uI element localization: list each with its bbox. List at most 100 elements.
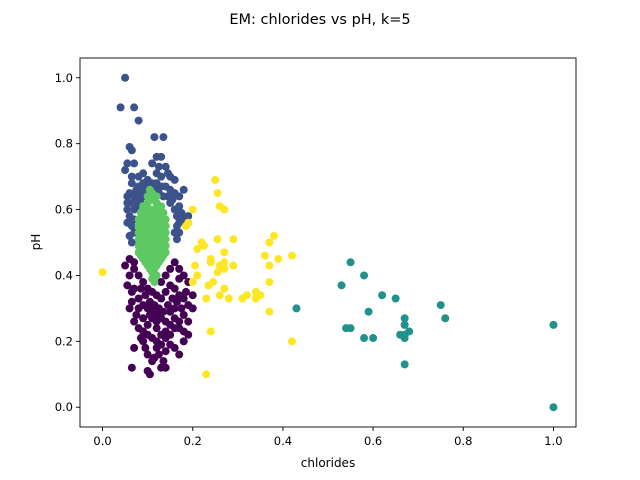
scatter-point-cluster_4-45	[193, 271, 202, 280]
scatter-point-cluster_0-2	[130, 264, 139, 273]
scatter-point-cluster_0-45	[127, 363, 136, 372]
scatter-point-cluster_1-5	[159, 133, 168, 142]
scatter-point-cluster_2-13	[360, 334, 369, 343]
scatter-point-cluster_2-20	[549, 403, 558, 412]
scatter-point-cluster_4-3	[188, 205, 197, 214]
scatter-point-cluster_0-41	[152, 343, 161, 352]
scatter-point-cluster_3-113	[145, 185, 154, 194]
scatter-point-cluster_1-52	[175, 218, 184, 227]
scatter-point-cluster_2-8	[400, 320, 409, 329]
scatter-point-cluster_2-7	[346, 324, 355, 333]
scatter-point-cluster_2-4	[391, 294, 400, 303]
scatter-point-cluster_0-84	[134, 304, 143, 313]
scatter-point-cluster_4-11	[193, 245, 202, 254]
scatter-point-cluster_2-2	[337, 281, 346, 290]
scatter-point-cluster_1-9	[130, 159, 139, 168]
scatter-point-cluster_0-96	[184, 330, 193, 339]
scatter-point-cluster_0-65	[130, 258, 139, 267]
scatter-point-cluster_0-72	[163, 301, 172, 310]
scatter-point-cluster_1-75	[123, 198, 132, 207]
scatter-point-cluster_0-38	[127, 297, 136, 306]
scatter-point-cluster_4-40	[206, 327, 215, 336]
y-tick-label: 0.0	[55, 400, 73, 414]
scatter-point-cluster_1-33	[175, 192, 184, 201]
x-tick-label: 1.0	[544, 434, 562, 448]
scatter-point-cluster_0-77	[166, 320, 175, 329]
scatter-point-cluster_0-49	[161, 363, 170, 372]
scatter-point-cluster_0-95	[179, 337, 188, 346]
y-tick-label: 0.8	[55, 137, 73, 151]
scatter-point-cluster_1-14	[157, 152, 166, 161]
scatter-point-cluster_4-19	[220, 258, 229, 267]
points-layer	[98, 73, 558, 412]
scatter-point-cluster_0-54	[161, 271, 170, 280]
scatter-point-cluster_1-76	[132, 185, 141, 194]
scatter-point-cluster_0-3	[134, 271, 143, 280]
scatter-point-cluster_0-4	[139, 278, 148, 287]
scatter-point-cluster_1-4	[150, 133, 159, 142]
scatter-point-cluster_1-67	[152, 169, 161, 178]
scatter-point-cluster_1-1	[116, 103, 125, 112]
scatter-point-cluster_1-7	[127, 146, 136, 155]
scatter-point-cluster_4-39	[265, 307, 274, 316]
scatter-point-cluster_1-71	[127, 238, 136, 247]
scatter-point-cluster_0-74	[172, 297, 181, 306]
scatter-point-cluster_0-47	[145, 370, 154, 379]
scatter-point-cluster_0-13	[179, 294, 188, 303]
x-tick-label: 0.0	[93, 434, 111, 448]
y-tick-label: 1.0	[55, 71, 73, 85]
scatter-point-cluster_3-109	[150, 278, 159, 287]
scatter-point-cluster_0-60	[188, 304, 197, 313]
scatter-point-cluster_4-13	[190, 261, 199, 270]
scatter-point-cluster_4-29	[202, 294, 211, 303]
scatter-point-cluster_0-58	[179, 271, 188, 280]
scatter-point-cluster_0-51	[139, 314, 148, 323]
scatter-point-cluster_2-14	[369, 334, 378, 343]
scatter-point-cluster_4-38	[265, 278, 274, 287]
scatter-point-cluster_0-23	[170, 304, 179, 313]
scatter-point-cluster_4-32	[224, 294, 233, 303]
scatter-point-cluster_4-34	[242, 291, 251, 300]
x-tick-label: 0.4	[274, 434, 292, 448]
scatter-point-cluster_0-90	[159, 357, 168, 366]
scatter-point-cluster_0-88	[161, 347, 170, 356]
scatter-point-cluster_0-55	[166, 264, 175, 273]
x-tick-label: 0.8	[454, 434, 472, 448]
scatter-point-cluster_1-3	[134, 116, 143, 125]
y-axis-label: pH	[29, 234, 43, 251]
scatter-point-cluster_1-35	[123, 205, 132, 214]
scatter-point-cluster_0-56	[170, 258, 179, 267]
scatter-point-cluster_0-53	[157, 278, 166, 287]
scatter-point-cluster_0-37	[125, 304, 134, 313]
scatter-point-cluster_2-16	[400, 360, 409, 369]
scatter-point-cluster_0-39	[143, 350, 152, 359]
scatter-point-cluster_0-11	[170, 284, 179, 293]
ticks-layer: 0.0 0.2 0.4 0.6 0.8 1.0 0.0 0.2 0.4 0.6 0.8 1.0	[55, 71, 563, 448]
scatter-point-cluster_1-0	[121, 73, 130, 82]
scatter-point-cluster_0-15	[134, 294, 143, 303]
scatter-point-cluster_0-66	[136, 284, 145, 293]
scatter-point-cluster_4-25	[287, 251, 296, 260]
scatter-point-cluster_4-12	[220, 248, 229, 257]
scatter-point-cluster_2-21	[292, 304, 301, 313]
scatter-point-cluster_1-15	[148, 159, 157, 168]
scatter-point-cluster_2-3	[378, 291, 387, 300]
scatter-point-cluster_0-99	[127, 287, 136, 296]
scatter-point-cluster_4-44	[188, 278, 197, 287]
scatter-point-cluster_1-21	[123, 192, 132, 201]
scatter-point-cluster_0-79	[157, 330, 166, 339]
scatter-point-cluster_4-43	[98, 268, 107, 277]
scatter-point-cluster_4-28	[204, 281, 213, 290]
scatter-point-cluster_1-10	[121, 166, 130, 175]
x-tick-label: 0.2	[184, 434, 202, 448]
scatter-point-cluster_1-16	[154, 162, 163, 171]
scatter-point-cluster_1-74	[175, 228, 184, 237]
scatter-point-cluster_0-76	[181, 287, 190, 296]
scatter-point-cluster_4-18	[220, 264, 229, 273]
scatter-point-cluster_4-22	[265, 238, 274, 247]
scatter-point-cluster_2-17	[436, 301, 445, 310]
scatter-point-cluster_4-1	[213, 189, 222, 198]
y-tick-label: 0.6	[55, 203, 73, 217]
scatter-point-cluster_4-0	[211, 175, 220, 184]
